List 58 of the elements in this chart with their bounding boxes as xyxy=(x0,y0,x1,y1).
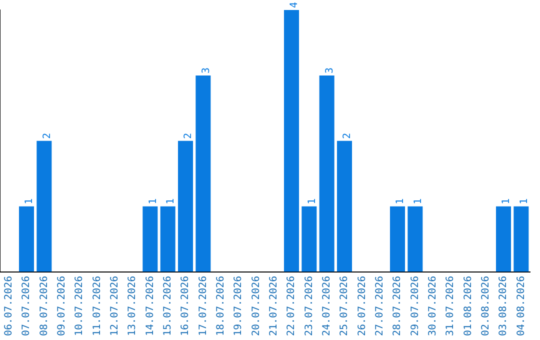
data-label: 1 xyxy=(24,198,36,204)
x-tick-label: 17.07.2026 xyxy=(198,276,209,336)
x-tick-label: 19.07.2026 xyxy=(233,276,244,336)
x-tick-label: 31.07.2026 xyxy=(445,276,456,336)
x-tick-label: 20.07.2026 xyxy=(250,276,262,336)
data-label: 1 xyxy=(518,198,530,204)
x-tick-label: 07.07.2026 xyxy=(21,276,32,336)
x-tick-label: 25.07.2026 xyxy=(339,276,350,336)
x-tick-label: 30.07.2026 xyxy=(427,276,438,336)
x-tick-label: 26.07.2026 xyxy=(356,276,368,336)
bar xyxy=(196,75,211,272)
x-tick-label: 16.07.2026 xyxy=(180,276,192,336)
x-tick-label: 15.07.2026 xyxy=(162,276,174,336)
x-tick-label: 02.08.2026 xyxy=(480,276,492,336)
x-tick-label: 03.08.2026 xyxy=(498,276,510,336)
data-label: 3 xyxy=(200,67,212,74)
data-label: 1 xyxy=(306,198,318,204)
bar xyxy=(284,10,300,272)
x-tick-label: 09.07.2026 xyxy=(56,276,68,336)
data-label: 2 xyxy=(42,132,53,139)
x-tick-label: 10.07.2026 xyxy=(74,276,86,336)
x-tick-label: 23.07.2026 xyxy=(304,276,315,336)
data-label: 1 xyxy=(395,198,406,204)
data-label: 1 xyxy=(165,198,176,204)
x-tick-label: 11.07.2026 xyxy=(92,276,103,336)
data-label: 1 xyxy=(412,198,424,204)
x-tick-label: 29.07.2026 xyxy=(410,276,421,336)
bar xyxy=(142,206,158,272)
bar xyxy=(514,206,529,272)
bar xyxy=(36,140,52,272)
bar xyxy=(160,206,176,272)
x-tick-label: 24.07.2026 xyxy=(321,276,332,336)
bar xyxy=(319,75,334,272)
x-tick-label: 04.08.2026 xyxy=(516,276,527,336)
bar xyxy=(18,206,34,272)
x-tick-label: 28.07.2026 xyxy=(392,276,404,336)
data-label: 1 xyxy=(148,198,159,204)
x-tick-label: 27.07.2026 xyxy=(374,276,386,336)
x-tick-label: 13.07.2026 xyxy=(127,276,138,336)
data-label: 2 xyxy=(342,132,354,139)
data-label: 3 xyxy=(324,67,336,74)
x-tick-label: 06.07.2026 xyxy=(3,276,14,336)
bar xyxy=(178,140,194,272)
x-tick-label: 01.08.2026 xyxy=(462,276,474,336)
data-label: 4 xyxy=(289,2,300,8)
data-label: 1 xyxy=(501,198,512,204)
x-tick-label: 18.07.2026 xyxy=(215,276,226,336)
bar xyxy=(496,206,512,272)
x-tick-label: 22.07.2026 xyxy=(286,276,298,336)
x-tick-label: 12.07.2026 xyxy=(109,276,120,336)
data-label: 2 xyxy=(183,132,194,139)
x-tick-label: 14.07.2026 xyxy=(144,276,156,336)
x-tick-label: 21.07.2026 xyxy=(268,276,280,336)
bar xyxy=(302,206,317,272)
bar xyxy=(408,206,423,272)
bar xyxy=(336,140,352,272)
x-tick-label: 08.07.2026 xyxy=(38,276,50,336)
bar xyxy=(390,206,406,272)
